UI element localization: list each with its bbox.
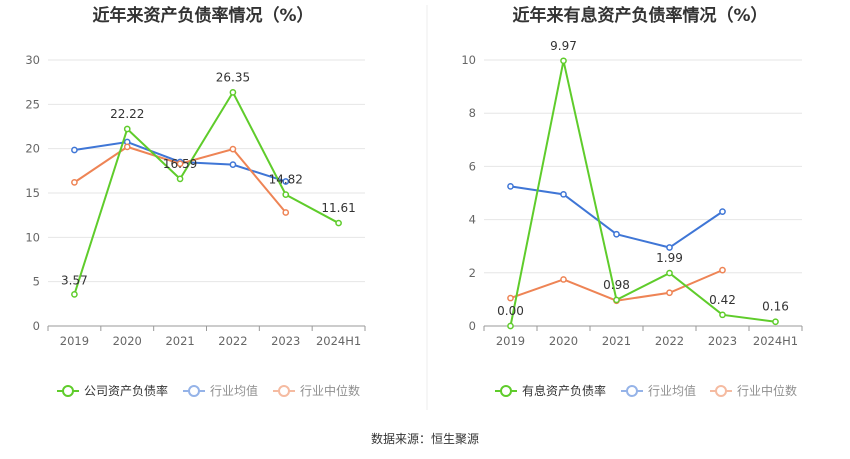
data-point (71, 290, 78, 298)
x-tick-label: 2022 (655, 334, 684, 348)
y-tick-label: 0 (469, 319, 476, 333)
data-label: 0.98 (603, 278, 630, 292)
x-tick-label: 2024H1 (316, 334, 361, 348)
series-line (510, 185, 724, 249)
data-label: 0.00 (497, 304, 524, 318)
legend-marker (188, 385, 200, 397)
x-tick-label: 2022 (218, 334, 247, 348)
y-tick-label: 25 (25, 97, 40, 111)
legend-marker (62, 385, 74, 397)
legend-label: 有息资产负债率 (522, 383, 606, 398)
legend-marker (278, 385, 290, 397)
legend-label: 公司资产负债率 (84, 383, 168, 398)
data-label: 26.35 (216, 70, 250, 84)
x-tick-label: 2021 (165, 334, 194, 348)
legend-marker (500, 385, 512, 397)
legend-item: 行业均值 (183, 383, 258, 398)
data-point (560, 57, 567, 65)
legend-item: 行业均值 (621, 383, 696, 398)
series-line (509, 60, 776, 327)
legend-item: 行业中位数 (710, 383, 797, 398)
data-label: 1.99 (656, 251, 683, 265)
data-point (71, 146, 78, 154)
y-tick-label: 5 (33, 275, 40, 289)
legend-label: 行业中位数 (737, 383, 797, 398)
legend-item: 行业中位数 (273, 383, 360, 398)
data-point (772, 318, 779, 326)
data-label: 3.57 (61, 273, 88, 287)
x-tick-label: 2021 (602, 334, 631, 348)
data-label: 0.16 (762, 300, 789, 314)
series-line (73, 90, 340, 295)
y-tick-label: 30 (25, 53, 40, 67)
data-label: 9.97 (550, 39, 577, 53)
data-label: 14.82 (269, 173, 303, 187)
data-point (282, 178, 290, 185)
data-point (229, 145, 237, 153)
data-label: 16.59 (163, 157, 197, 171)
x-tick-label: 2020 (549, 334, 578, 348)
chart-interest-bearing-debt-ratio: 近年来有息资产负债率情况（%） 0 2 4 6 8 10 2019 2020 2021 2022 20… (461, 5, 803, 398)
data-label: 22.22 (110, 107, 144, 121)
data-label: 11.61 (321, 201, 355, 215)
legend-marker (715, 385, 727, 397)
data-point (507, 294, 514, 302)
y-tick-label: 4 (469, 213, 476, 227)
x-tick-label: 2023 (271, 334, 300, 348)
data-point (229, 161, 237, 168)
data-point (282, 191, 290, 198)
data-point (666, 244, 673, 251)
data-point (507, 183, 514, 190)
data-point (666, 269, 673, 277)
legend-item: 有息资产负债率 (495, 383, 606, 398)
data-point (613, 230, 620, 238)
legend-label: 行业均值 (648, 383, 696, 398)
y-tick-label: 10 (461, 53, 476, 67)
legend-marker (626, 385, 638, 397)
data-point (229, 89, 237, 96)
data-point (123, 125, 131, 133)
y-tick-label: 8 (469, 106, 476, 120)
data-point (335, 219, 342, 227)
y-tick-label: 6 (469, 159, 476, 173)
chart-title: 近年来资产负债率情况（%） (92, 5, 313, 26)
y-tick-label: 15 (25, 186, 40, 200)
data-point (176, 160, 184, 168)
data-point (666, 289, 673, 297)
data-point (560, 276, 567, 283)
x-tick-label: 2019 (60, 334, 89, 348)
x-tick-label: 2024H1 (753, 334, 798, 348)
data-point (507, 322, 514, 330)
data-point (560, 190, 567, 198)
data-point (282, 209, 290, 216)
chart-debt-ratio: 近年来资产负债率情况（%） 0 5 10 15 20 25 30 2019 2020 2021 202… (25, 5, 366, 398)
legend-label: 行业均值 (210, 383, 258, 398)
legend-label: 行业中位数 (300, 383, 360, 398)
source-text: 数据来源：恒生聚源 (371, 431, 479, 446)
data-point (176, 175, 184, 183)
x-tick-label: 2020 (113, 334, 142, 348)
data-point (613, 296, 620, 304)
y-tick-label: 2 (469, 266, 476, 280)
data-point (719, 311, 726, 319)
data-point (719, 208, 726, 215)
y-tick-label: 20 (25, 142, 40, 156)
legend-item: 公司资产负债率 (57, 383, 168, 398)
data-point (71, 179, 78, 186)
x-tick-label: 2023 (708, 334, 737, 348)
y-tick-label: 10 (25, 230, 40, 244)
y-tick-label: 0 (33, 319, 40, 333)
data-point (719, 266, 726, 274)
data-label: 0.42 (709, 293, 736, 307)
x-tick-label: 2019 (496, 334, 525, 348)
data-point (123, 143, 131, 151)
chart-title: 近年来有息资产负债率情况（%） (512, 5, 767, 26)
